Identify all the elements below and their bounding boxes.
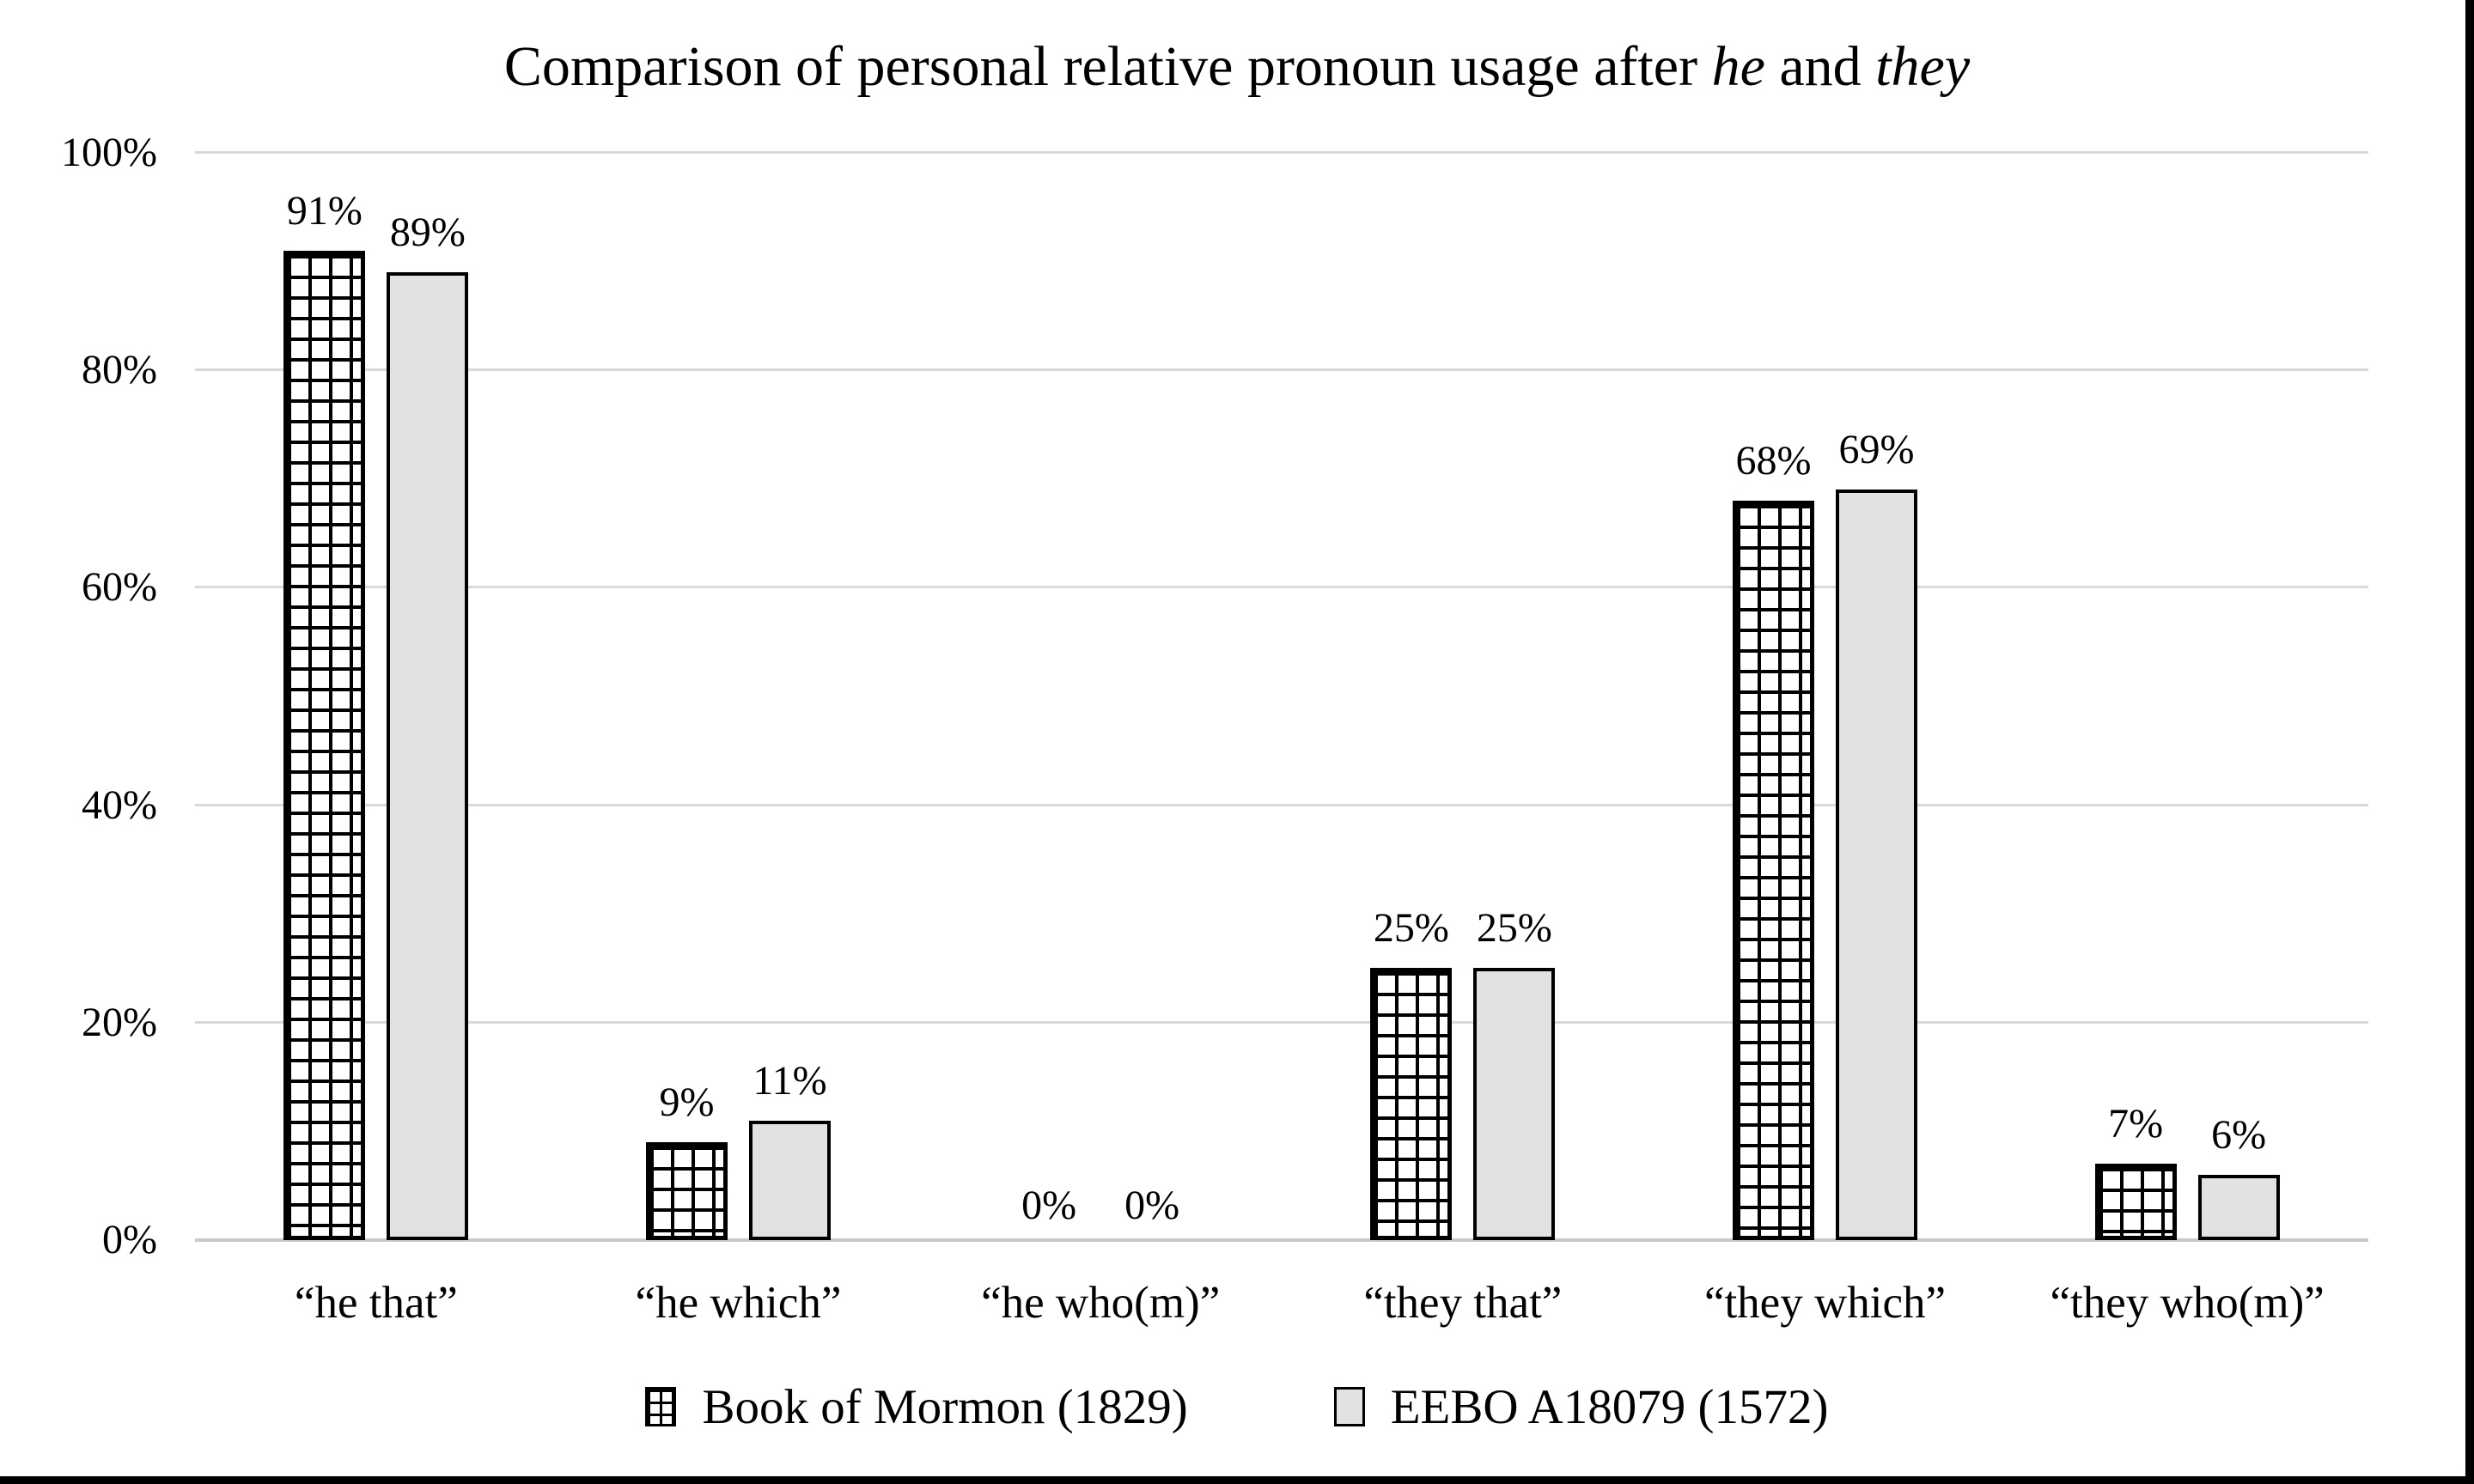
plot-area: 0% 20% 40% 60% 80% 100% 91% 89% 9% 11% 0% 0% 25% 25% 6…	[61, 130, 2368, 1261]
y-tick-label: 40%	[82, 782, 157, 828]
y-tick-label: 80%	[82, 347, 157, 393]
bar-value-label: 89%	[389, 210, 466, 255]
bar-eebo	[1836, 490, 1917, 1240]
bar-value-label: 7%	[2108, 1101, 2164, 1146]
bar-book-of-mormon	[1370, 968, 1453, 1240]
bar-book-of-mormon	[283, 251, 366, 1240]
bar-value-label: 25%	[1373, 905, 1449, 951]
category-label: “he that”	[294, 1278, 458, 1328]
y-tick-label: 100%	[61, 130, 157, 175]
bar-book-of-mormon	[646, 1142, 728, 1240]
legend-label: Book of Mormon (1829)	[702, 1379, 1188, 1434]
gridline	[195, 586, 2368, 589]
y-tick-label: 20%	[82, 999, 157, 1045]
category-label: “they which”	[1703, 1278, 1947, 1328]
bar-book-of-mormon	[2094, 1164, 2177, 1240]
gridline	[195, 1020, 2368, 1024]
category-label: “they that”	[1363, 1278, 1563, 1328]
bar-book-of-mormon	[1733, 501, 1814, 1240]
legend-item-book-of-mormon: Book of Mormon (1829)	[645, 1379, 1188, 1434]
bar-eebo	[387, 272, 469, 1240]
bar-value-label: 91%	[286, 188, 363, 234]
legend-swatch-crosshatch-icon	[645, 1387, 677, 1426]
bar-value-label: 0%	[1124, 1183, 1180, 1228]
bar-value-label: 68%	[1735, 438, 1812, 484]
bar-value-label: 25%	[1476, 905, 1552, 951]
bar-eebo	[1473, 968, 1556, 1240]
bar-value-label: 69%	[1838, 427, 1915, 472]
bar-value-label: 6%	[2211, 1112, 2267, 1158]
category-label: “he which”	[635, 1278, 842, 1328]
screenshot-edge-right	[2465, 0, 2474, 1484]
title-italic-word: he	[1711, 35, 1765, 98]
y-tick-label: 0%	[102, 1217, 157, 1262]
legend-item-eebo: EEBO A18079 (1572)	[1333, 1379, 1829, 1434]
bar-eebo	[749, 1121, 831, 1240]
gridline	[195, 151, 2368, 154]
legend-label: EEBO A18079 (1572)	[1390, 1379, 1829, 1434]
screenshot-edge-bottom	[0, 1476, 2474, 1484]
x-axis-line	[195, 1238, 2368, 1242]
bar-value-label: 9%	[659, 1080, 715, 1125]
title-text: Comparison of personal relative pronoun …	[503, 35, 1712, 98]
bar-eebo	[2197, 1175, 2280, 1240]
bar-value-label: 0%	[1021, 1183, 1077, 1228]
category-label: “they who(m)”	[2050, 1278, 2325, 1328]
legend-swatch-gray-icon	[1333, 1387, 1365, 1426]
title-italic-word: they	[1875, 35, 1971, 98]
category-label: “he who(m)”	[981, 1278, 1221, 1328]
chart-title: Comparison of personal relative pronoun …	[0, 34, 2474, 100]
bar-value-label: 11%	[753, 1058, 827, 1104]
title-text: and	[1764, 35, 1876, 98]
gridline	[195, 368, 2368, 372]
y-tick-label: 60%	[82, 564, 157, 611]
gridline	[195, 803, 2368, 806]
legend: Book of Mormon (1829) EEBO A18079 (1572)	[0, 1371, 2474, 1443]
